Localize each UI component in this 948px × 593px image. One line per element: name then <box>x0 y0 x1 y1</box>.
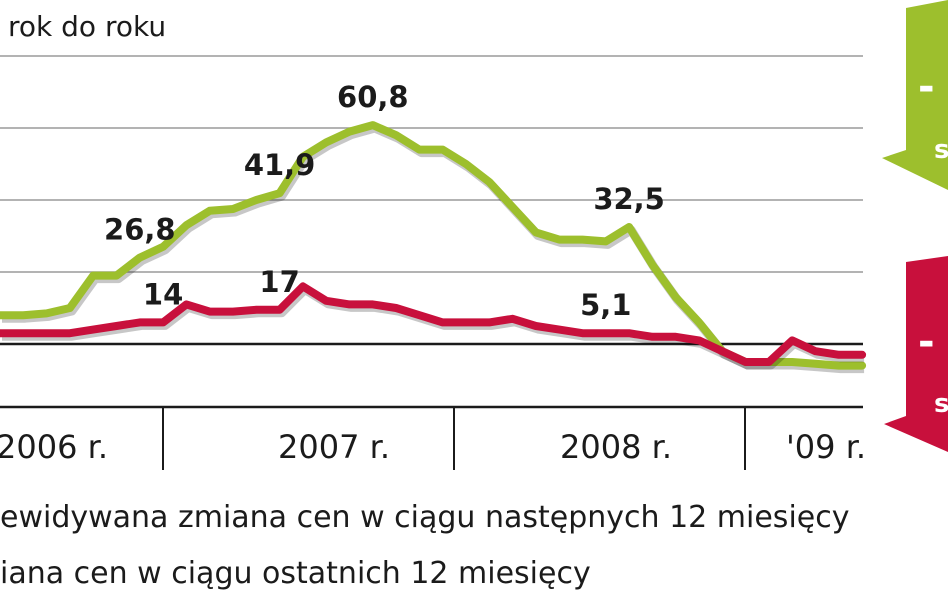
data-label: 60,8 <box>337 80 409 114</box>
red-badge-shape <box>884 256 948 452</box>
green-badge: - s <box>882 0 948 190</box>
green-badge-shape <box>882 0 948 190</box>
data-label: 41,9 <box>244 148 316 182</box>
year-label-2006: 2006 r. <box>0 428 108 466</box>
data-label: 14 <box>143 277 183 311</box>
data-label: 5,1 <box>580 288 631 322</box>
green-badge-letter: s <box>934 135 948 165</box>
data-label: 32,5 <box>593 182 665 216</box>
legend-entry-actual: iana cen w ciągu ostatnich 12 miesięcy <box>0 556 591 591</box>
data-labels: 26,8 41,9 60,8 32,5 14 17 5,1 <box>104 80 665 322</box>
year-label-2009: '09 r. <box>786 428 867 466</box>
gridlines <box>0 55 863 273</box>
side-badges: - s - s <box>882 0 948 452</box>
red-badge: - s <box>884 256 948 452</box>
year-label-2007: 2007 r. <box>278 428 390 466</box>
legend-entry-expected: ewidywana zmiana cen w ciągu następnych … <box>0 500 850 535</box>
series-lines <box>0 121 867 374</box>
data-label: 26,8 <box>104 213 176 247</box>
unit-label: rok do roku <box>8 10 167 43</box>
green-badge-sign: - <box>918 64 935 110</box>
data-label: 17 <box>259 265 299 299</box>
series-line-actual <box>0 282 867 366</box>
red-badge-sign: - <box>918 319 935 365</box>
series-shadow <box>2 123 865 374</box>
red-badge-letter: s <box>934 389 948 419</box>
year-label-2008: 2008 r. <box>560 428 672 466</box>
